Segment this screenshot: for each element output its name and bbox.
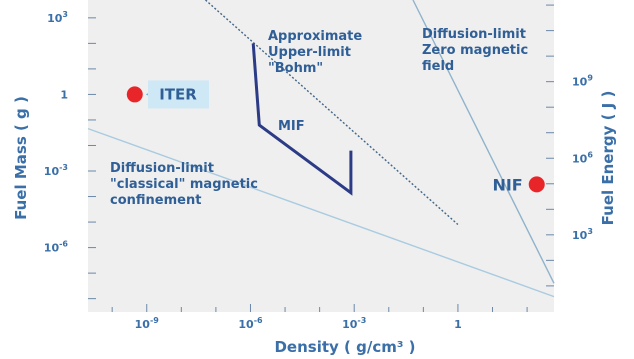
x-tick-label: 10-3 (342, 316, 366, 331)
y-left-tick-label: 10-3 (44, 163, 68, 178)
x-tick-label: 1 (454, 318, 462, 331)
x-tick-label: 10-9 (135, 316, 160, 331)
y-axis-left-title: Fuel Mass ( g ) (12, 96, 30, 220)
nif-point (529, 176, 545, 192)
y-right-tick-label: 106 (572, 150, 593, 165)
y-right-tick-label: 109 (572, 74, 593, 89)
y-left-tick-label: 103 (47, 10, 68, 25)
y-left-tick-label: 10-6 (44, 240, 69, 255)
x-axis-title: Density ( g/cm³ ) (274, 338, 415, 356)
y-left-tick-label: 1 (60, 88, 68, 101)
iter-point (127, 86, 143, 102)
y-axis-right-title: Fuel Energy ( J ) (599, 91, 617, 226)
mif-label: MIF (278, 119, 305, 134)
nif-label: NIF (492, 175, 522, 194)
iter-label: ITER (159, 85, 197, 103)
x-tick-label: 10-6 (238, 316, 263, 331)
y-right-tick-label: 103 (572, 227, 593, 242)
